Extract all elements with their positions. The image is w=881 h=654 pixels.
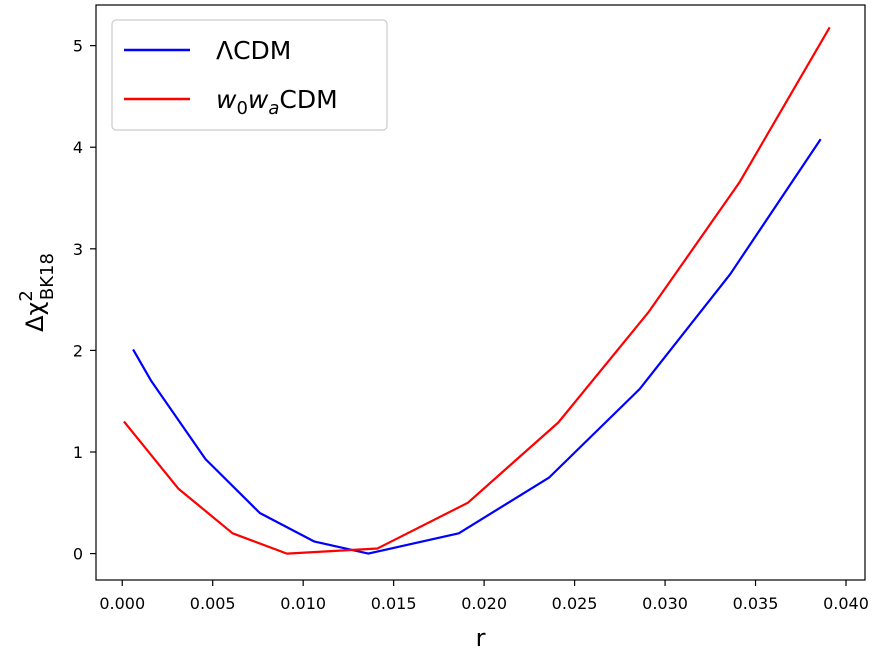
x-tick-label: 0.020: [461, 594, 507, 613]
x-tick-label: 0.015: [371, 594, 417, 613]
legend-entry-label: ΛCDM: [216, 36, 291, 65]
y-tick-label: 3: [73, 240, 83, 259]
x-tick-label: 0.030: [642, 594, 688, 613]
y-tick-label: 2: [73, 341, 83, 360]
x-tick-label: 0.010: [280, 594, 326, 613]
y-axis: 0 1 2 3 4 5: [73, 37, 96, 564]
series-line-1: [133, 139, 821, 553]
x-tick-label: 0.005: [190, 594, 236, 613]
y-tick-label: 5: [73, 37, 83, 56]
y-tick-label: 4: [73, 138, 83, 157]
x-tick-label: 0.025: [552, 594, 598, 613]
x-axis: 0.000 0.005 0.010 0.015 0.020 0.025 0.030 0.035…: [99, 580, 869, 613]
x-tick-label: 0.040: [823, 594, 869, 613]
y-tick-label: 0: [73, 545, 83, 564]
x-axis-label: r: [476, 624, 486, 652]
y-tick-label: 1: [73, 443, 83, 462]
x-tick-label: 0.035: [733, 594, 779, 613]
y-axis-label: Δχ2BK18: [16, 253, 58, 332]
x-tick-label: 0.000: [99, 594, 145, 613]
